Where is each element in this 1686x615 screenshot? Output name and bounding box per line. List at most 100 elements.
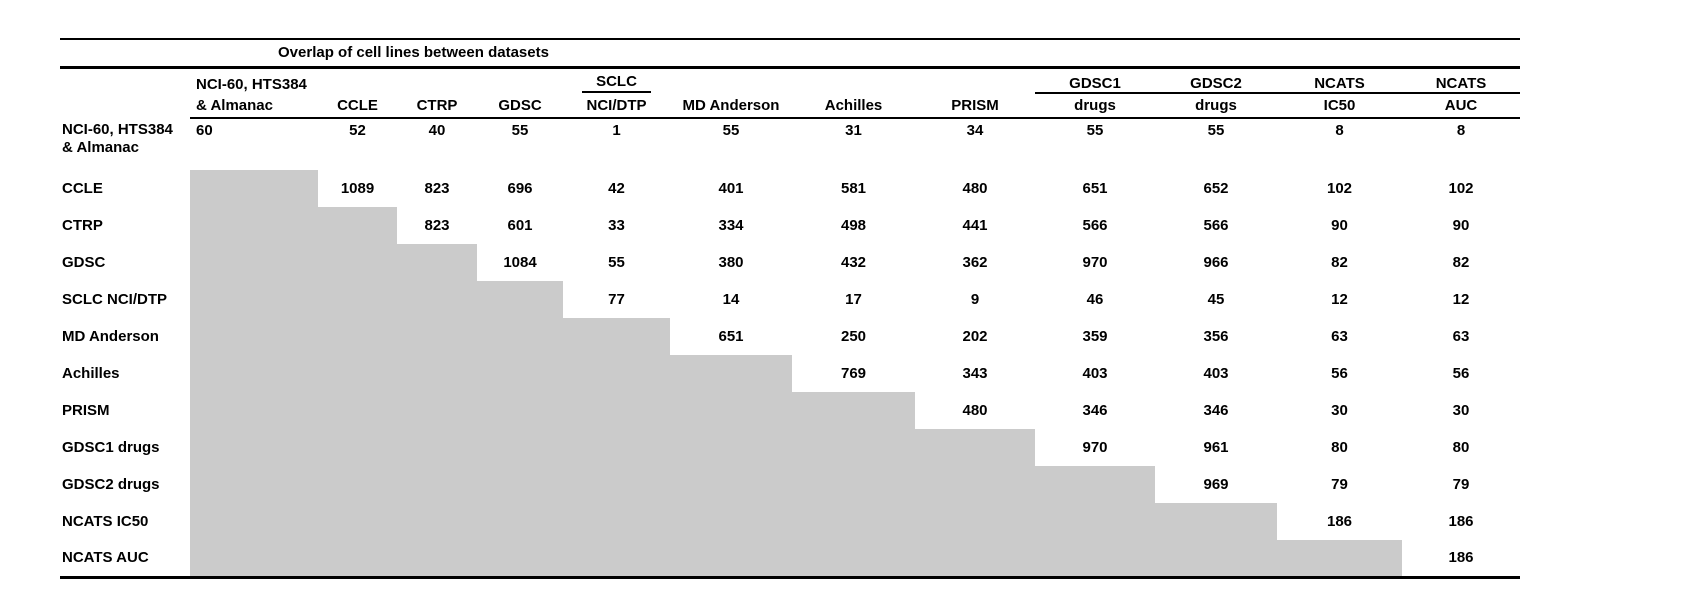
overlap-value-cell: 769: [840, 365, 867, 382]
empty-lower-triangle-cell: [1155, 503, 1277, 540]
overlap-value-cell: 186: [1326, 513, 1353, 530]
overlap-table: NCI-60, HTS384 SCLC GDSC1 GDSC2 NCATS NCATS &…: [60, 69, 1520, 579]
overlap-value-cell: 380: [718, 254, 744, 271]
overlap-value-cell: 34: [966, 122, 984, 139]
overlap-value-cell: 651: [718, 328, 744, 345]
overlap-value-cell: 359: [1082, 328, 1108, 345]
overlap-value-cell: 401: [718, 180, 744, 197]
row-label: GDSC: [62, 253, 106, 271]
table-row: NCATS IC50 186 186: [60, 503, 1520, 540]
overlap-value-cell: 42: [608, 180, 625, 197]
overlap-value-cell: 30: [1331, 402, 1348, 419]
overlap-value-cell: 17: [845, 291, 862, 308]
empty-lower-triangle-cell: [477, 466, 563, 503]
overlap-value-cell: 8: [1335, 122, 1344, 139]
overlap-value-cell: 346: [1082, 402, 1108, 419]
overlap-value-cell: 31: [845, 122, 862, 139]
col-group-header: NCI-60, HTS384: [196, 76, 307, 93]
table-row: Achilles 769 343 403 403 56 56: [60, 355, 1520, 392]
empty-lower-triangle-cell: [397, 392, 477, 429]
empty-lower-triangle-cell: [915, 429, 1035, 466]
col-header: NCI/DTP: [563, 93, 670, 119]
overlap-value-cell: 961: [1203, 439, 1229, 456]
overlap-value-cell: 403: [1203, 365, 1229, 382]
empty-lower-triangle-cell: [477, 540, 563, 579]
empty-lower-triangle-cell: [477, 318, 563, 355]
overlap-value-cell: 480: [962, 180, 988, 197]
col-header: drugs: [1035, 93, 1155, 119]
empty-lower-triangle-cell: [670, 429, 792, 466]
overlap-value-cell: 55: [1086, 122, 1104, 139]
overlap-value-cell: 80: [1331, 439, 1348, 456]
overlap-value-cell: 250: [840, 328, 867, 345]
empty-lower-triangle-cell: [318, 392, 397, 429]
row-label: CTRP: [62, 216, 103, 234]
overlap-value-cell: 56: [1452, 365, 1470, 382]
overlap-value-cell: 55: [722, 122, 740, 139]
overlap-value-cell: 40: [428, 122, 446, 139]
empty-lower-triangle-cell: [563, 503, 670, 540]
empty-lower-triangle-cell: [792, 392, 915, 429]
col-group-header: [477, 69, 563, 93]
overlap-value-cell: 30: [1452, 402, 1470, 419]
col-group-header: [318, 69, 397, 93]
empty-lower-triangle-cell: [397, 466, 477, 503]
empty-lower-triangle-cell: [477, 429, 563, 466]
col-header: PRISM: [915, 93, 1035, 119]
overlap-value-cell: 14: [722, 291, 740, 308]
overlap-value-cell: 102: [1326, 180, 1353, 197]
overlap-value-cell: 403: [1082, 365, 1108, 382]
row-label: NCATS IC50: [62, 512, 149, 530]
overlap-value-cell: 823: [424, 217, 450, 234]
empty-lower-triangle-cell: [190, 392, 318, 429]
overlap-value-cell: 55: [1207, 122, 1225, 139]
overlap-value-cell: 12: [1452, 291, 1470, 308]
empty-lower-triangle-cell: [318, 540, 397, 579]
overlap-value-cell: 441: [962, 217, 988, 234]
overlap-value-cell: 56: [1331, 365, 1348, 382]
empty-lower-triangle-cell: [190, 244, 318, 281]
overlap-value-cell: 651: [1082, 180, 1108, 197]
overlap-value-cell: 55: [511, 122, 529, 139]
table-row: PRISM 480 346 346 30 30: [60, 392, 1520, 429]
table-row: GDSC2 drugs 969 79 79: [60, 466, 1520, 503]
col-header: MD Anderson: [670, 93, 792, 119]
empty-lower-triangle-cell: [670, 355, 792, 392]
empty-lower-triangle-cell: [318, 429, 397, 466]
header-row-groups: NCI-60, HTS384 SCLC GDSC1 GDSC2 NCATS NCATS: [60, 69, 1520, 94]
row-label: GDSC1 drugs: [62, 438, 160, 456]
row-label: GDSC2 drugs: [62, 475, 160, 493]
corner-cell: [60, 69, 190, 93]
col-group-header: [670, 69, 792, 93]
overlap-value-cell: 186: [1402, 540, 1520, 579]
empty-lower-triangle-cell: [397, 244, 477, 281]
overlap-value-cell: 33: [608, 217, 625, 234]
overlap-value-cell: 652: [1203, 180, 1229, 197]
empty-lower-triangle-cell: [563, 466, 670, 503]
overlap-value-cell: 79: [1331, 476, 1348, 493]
overlap-value-cell: 202: [962, 328, 988, 345]
empty-lower-triangle-cell: [670, 540, 792, 579]
empty-lower-triangle-cell: [1155, 540, 1277, 579]
empty-lower-triangle-cell: [190, 355, 318, 392]
empty-lower-triangle-cell: [670, 392, 792, 429]
overlap-value-cell: 970: [1082, 439, 1108, 456]
col-group-header: [397, 69, 477, 93]
row-label: NCATS AUC: [60, 540, 190, 579]
overlap-value-cell: 1084: [503, 254, 537, 271]
overlap-value-cell: 55: [608, 254, 625, 271]
empty-lower-triangle-cell: [190, 281, 318, 318]
empty-lower-triangle-cell: [397, 355, 477, 392]
empty-lower-triangle-cell: [792, 503, 915, 540]
overlap-value-cell: 46: [1086, 291, 1104, 308]
empty-lower-triangle-cell: [397, 281, 477, 318]
empty-lower-triangle-cell: [318, 466, 397, 503]
overlap-value-cell: 823: [424, 180, 450, 197]
empty-lower-triangle-cell: [477, 503, 563, 540]
col-group-header: SCLC: [563, 69, 670, 93]
row-label: SCLC NCI/DTP: [62, 290, 167, 308]
col-header: CCLE: [318, 93, 397, 119]
overlap-value-cell: 186: [1448, 513, 1474, 530]
empty-lower-triangle-cell: [792, 466, 915, 503]
empty-lower-triangle-cell: [318, 207, 397, 244]
